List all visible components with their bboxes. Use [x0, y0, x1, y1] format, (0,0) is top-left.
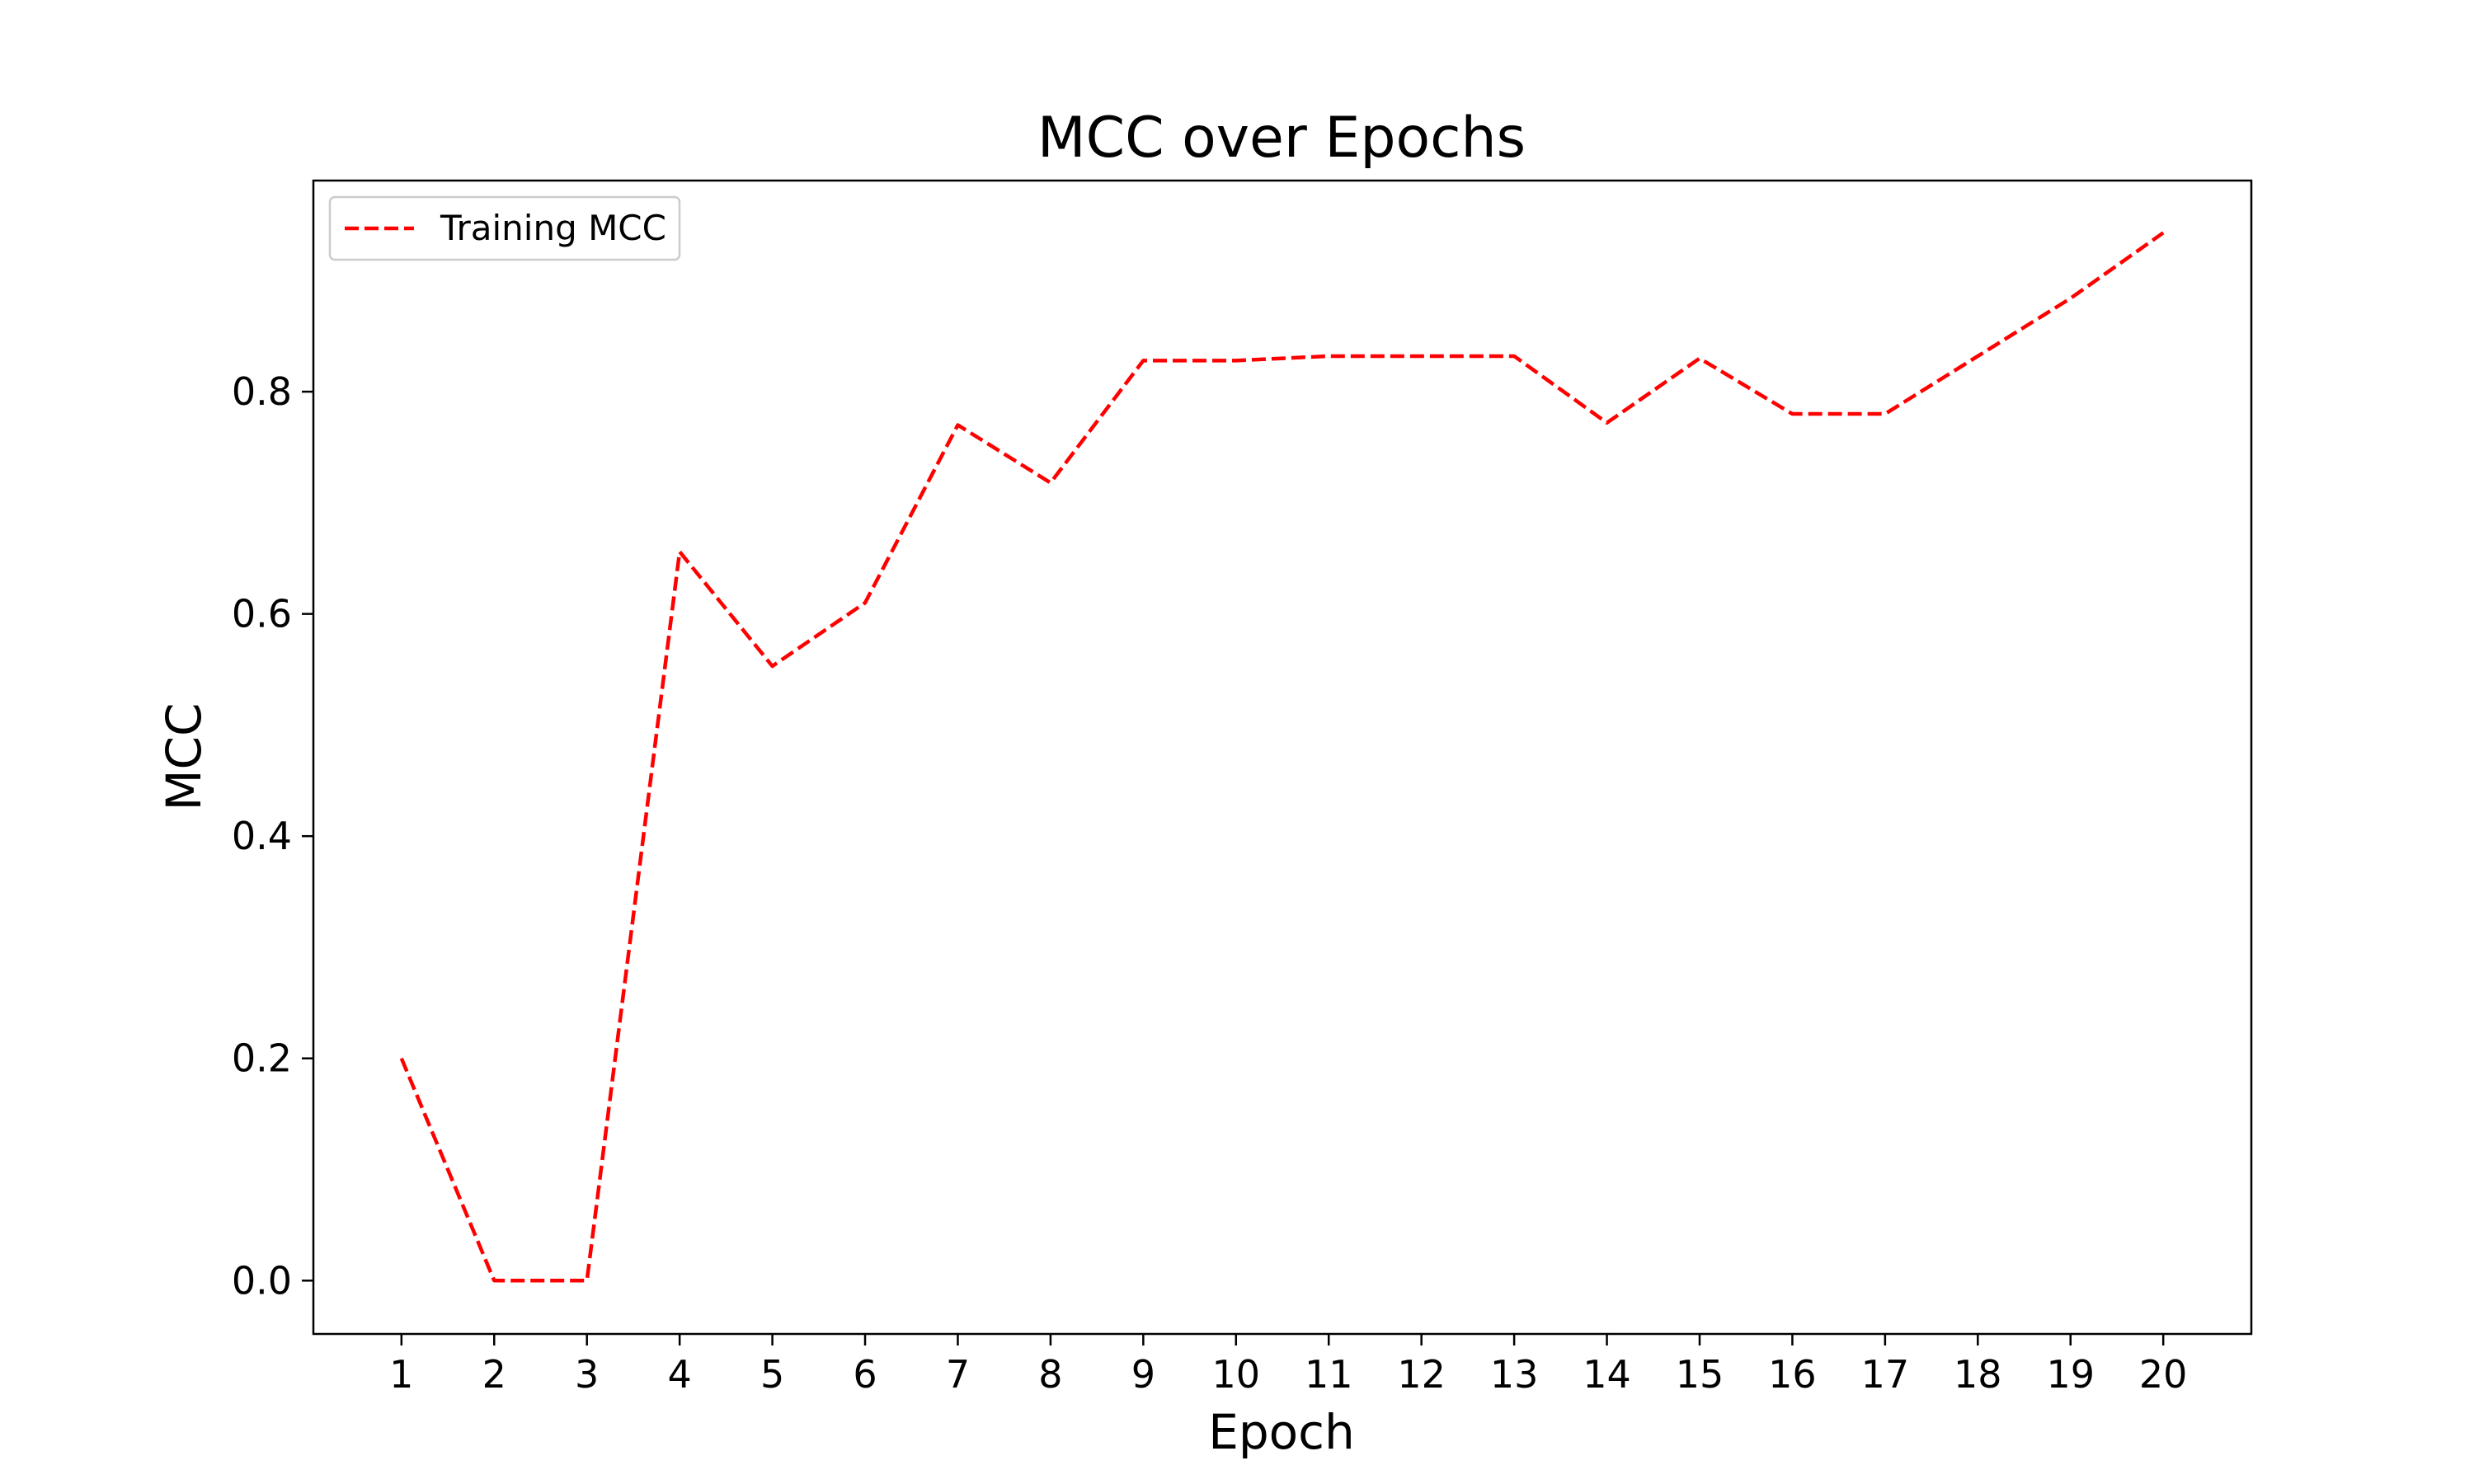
x-tick-label: 13	[1490, 1352, 1539, 1397]
x-tick-label: 8	[1038, 1352, 1062, 1397]
y-tick-label: 0.0	[232, 1258, 292, 1303]
plot-area	[312, 179, 2253, 1336]
series-line-training-mcc	[399, 231, 2165, 1283]
y-axis-ticks: 0.0 0.2 0.4 0.6 0.8	[232, 369, 313, 1303]
x-tick-label: 9	[1131, 1352, 1155, 1397]
legend: Training MCC	[328, 195, 681, 261]
x-tick-label: 20	[2139, 1352, 2188, 1397]
x-tick-label: 4	[667, 1352, 691, 1397]
x-tick-label: 18	[1954, 1352, 2002, 1397]
legend-box	[328, 195, 681, 261]
x-axis-ticks: 1 2 3 4 5 6 7 8 9 10 11 12 13 14 15 16 17 18 19 20	[389, 1334, 2187, 1397]
x-tick-label: 7	[946, 1352, 970, 1397]
x-tick-label: 1	[389, 1352, 413, 1397]
y-tick-label: 0.6	[232, 592, 292, 636]
y-tick-label: 0.2	[232, 1036, 292, 1081]
legend-label: Training MCC	[440, 208, 666, 248]
series-layer	[399, 231, 2165, 1283]
x-tick-label: 6	[853, 1352, 877, 1397]
x-tick-label: 16	[1768, 1352, 1817, 1397]
x-tick-label: 10	[1212, 1352, 1261, 1397]
x-tick-label: 15	[1676, 1352, 1724, 1397]
x-tick-label: 19	[2046, 1352, 2095, 1397]
x-tick-label: 14	[1583, 1352, 1631, 1397]
y-tick-label: 0.4	[232, 814, 292, 858]
x-tick-label: 17	[1861, 1352, 1910, 1397]
x-tick-label: 2	[482, 1352, 506, 1397]
y-axis-label: MCC	[156, 702, 212, 810]
x-tick-label: 11	[1305, 1352, 1353, 1397]
chart-title: MCC over Epochs	[1037, 106, 1526, 171]
y-tick-label: 0.8	[232, 369, 292, 414]
x-axis-label: Epoch	[1208, 1404, 1355, 1460]
x-tick-label: 5	[760, 1352, 784, 1397]
x-tick-label: 12	[1397, 1352, 1446, 1397]
x-tick-label: 3	[575, 1352, 599, 1397]
